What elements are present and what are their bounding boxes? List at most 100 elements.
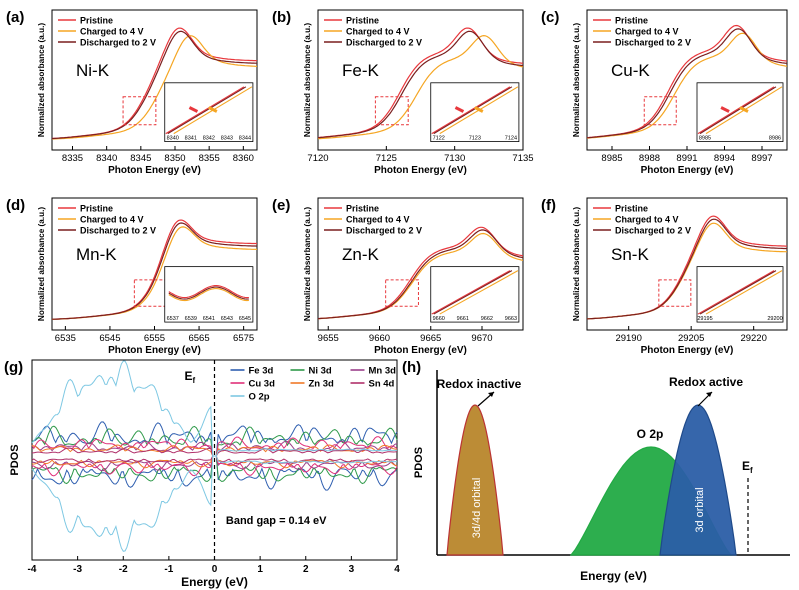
x-tick-label: 8335 [62,153,83,164]
x-tick-label: 7125 [376,153,397,164]
legend-label: Mn 3d [369,366,397,377]
legend-label: Charged to 4 V [346,27,410,37]
legend-label: O 2p [249,392,270,403]
legend-label: Charged to 4 V [615,215,679,225]
inset-arrow [454,106,465,113]
legend-label: Charged to 4 V [80,27,144,37]
x-axis-label: Photon Energy (eV) [108,165,201,176]
inset-curve [699,86,777,135]
inset-arrow [739,106,749,113]
inset-tick-label: 7122 [433,136,445,142]
discharged-curve [317,30,524,139]
redox-inactive-label: Redox inactive [437,377,522,391]
legend-label: Charged to 4 V [346,215,410,225]
legend-label: Charged to 4 V [80,215,144,225]
discharged-curve [586,28,788,139]
panel-label: (a) [6,9,24,26]
y-axis-label: Normalized absorbance (a.u.) [37,207,46,321]
inset-curve [168,285,249,299]
x-tick-label: 29190 [615,333,641,344]
pdos-curve-o-2p [31,455,398,552]
x-tick-label: 1 [257,564,263,575]
legend-label: Charged to 4 V [615,27,679,37]
element-label: Ni-K [76,61,110,80]
x-tick-label: -2 [119,564,128,575]
inset-tick-label: 8986 [769,136,781,142]
x-axis-label: Photon Energy (eV) [374,165,467,176]
panel-label: (e) [272,197,290,214]
panel-label: (f) [541,197,556,214]
x-tick-label: 8345 [130,153,151,164]
inset-frame [164,266,254,323]
fermi-label: Ef [185,369,196,385]
inset-curve [705,270,783,315]
x-tick-label: 9670 [471,333,492,344]
plot-frame [586,197,788,331]
plot-frame [51,9,258,151]
x-tick-label: 4 [394,564,400,575]
y-axis-label: PDOS [9,444,21,475]
panel-label: (d) [6,197,25,214]
inset-tick-label: 8341 [185,136,197,142]
d3-orbital-label: 3d orbital [694,487,706,532]
element-label: Fe-K [342,61,380,80]
inset-tick-label: 9661 [457,316,469,322]
element-label: Sn-K [611,245,649,264]
inset-tick-label: 7124 [505,136,517,142]
inset-curve [165,86,245,135]
band-gap-annotation: Band gap = 0.14 eV [226,515,327,527]
x-axis-label: Photon Energy (eV) [641,165,734,176]
legend-label: Pristine [346,16,379,26]
legend-label: Sn 4d [369,379,395,390]
fermi-subscript: f [193,376,196,385]
redox-active-label: Redox active [669,375,743,389]
fermi-label: Ef [742,459,753,475]
inset-curve [699,270,777,315]
x-axis-label: Energy (eV) [580,569,647,583]
inset-tick-label: 9662 [481,316,493,322]
orbital-peak [446,404,504,556]
x-tick-label: 8340 [96,153,117,164]
charged-curve [51,35,258,140]
x-tick-label: 6575 [233,333,254,344]
x-tick-label: 8355 [199,153,220,164]
legend-label: Fe 3d [249,366,274,377]
inset-tick-label: 6543 [221,316,233,322]
inset-tick-label: 8344 [239,136,251,142]
inset-curve [167,86,247,135]
inset-tick-label: 6541 [203,316,215,322]
schematic-panel: (h) PDOS Energy (eV) 3d/4d orbital 3d orbita… [402,359,790,583]
inset-tick-label: 29200 [767,316,782,322]
x-tick-label: 6545 [99,333,120,344]
inset-curve [168,288,249,302]
legend-label: Pristine [615,204,648,214]
inset-tick-label: 8340 [167,136,179,142]
panel-label: (b) [272,9,291,26]
x-tick-label: 0 [212,564,218,575]
inset-tick-label: 6537 [167,316,179,322]
legend-label: Pristine [80,204,113,214]
zoom-region-box [658,279,692,307]
discharged-curve [317,229,524,320]
x-tick-label: 8988 [639,153,660,164]
legend-label: Cu 3d [249,379,276,390]
xas-panel-sn-k: 29190 29205 29220 Photon Energy (eV) Normali… [541,197,788,356]
inset-curve [433,86,513,135]
inset-tick-label: 9660 [433,316,445,322]
element-label: Cu-K [611,61,650,80]
o2p-label: O 2p [637,427,664,441]
orbital-label: 3d/4d orbital [471,478,483,539]
inset-curve [697,270,775,315]
arrowhead [706,392,712,397]
inset-curve [431,270,511,315]
x-tick-label: 6555 [144,333,165,344]
legend-label: Discharged to 2 V [80,226,156,236]
xas-panel-ni-k: 8335 8340 8345 8350 8355 8360 Photon Energy (e… [6,9,258,176]
legend-label: Pristine [80,16,113,26]
inset-tick-label: 6539 [185,316,197,322]
inset-curve [439,270,519,315]
inset-curve [697,86,775,135]
x-tick-label: 2 [303,564,309,575]
x-tick-label: -1 [164,564,173,575]
